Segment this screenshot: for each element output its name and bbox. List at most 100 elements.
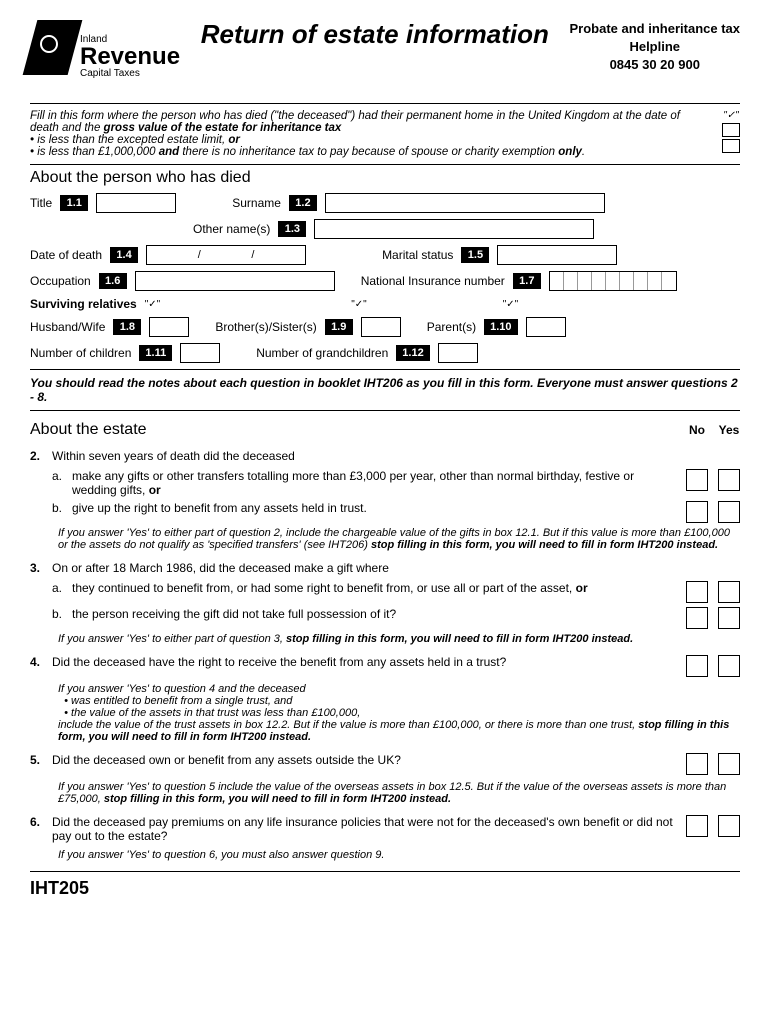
lbl-surviving: Surviving relatives	[30, 297, 137, 311]
note-booklet: You should read the notes about each que…	[30, 376, 740, 404]
page-title: Return of estate information	[195, 20, 554, 49]
intro-b2-bold: and	[159, 146, 179, 158]
intro-b2b: there is no inheritance tax to pay becau…	[179, 146, 558, 158]
q2-text: Within seven years of death did the dece…	[52, 449, 740, 463]
field-occupation[interactable]	[135, 271, 335, 291]
lbl-grandchildren: Number of grandchildren	[256, 346, 388, 360]
q2-note: If you answer 'Yes' to either part of qu…	[58, 527, 740, 551]
q3-note: If you answer 'Yes' to either part of qu…	[58, 633, 740, 645]
tag-1-4: 1.4	[110, 247, 138, 263]
tag-1-12: 1.12	[396, 345, 429, 361]
q2b-letter: b.	[52, 501, 72, 515]
tag-1-10: 1.10	[484, 319, 517, 335]
tick2: "✓"	[351, 299, 366, 310]
intro-block: Fill in this form where the person who h…	[30, 103, 740, 158]
q3b-yes[interactable]	[718, 607, 740, 629]
q6-num: 6.	[30, 815, 52, 829]
q5-no[interactable]	[686, 753, 708, 775]
q3a-no[interactable]	[686, 581, 708, 603]
tag-1-3: 1.3	[278, 221, 306, 237]
lbl-husband: Husband/Wife	[30, 320, 105, 334]
q3b-no[interactable]	[686, 607, 708, 629]
q5-yes[interactable]	[718, 753, 740, 775]
header: Inland Revenue Capital Taxes Return of e…	[30, 20, 740, 93]
q5-note: If you answer 'Yes' to question 5 includ…	[58, 781, 740, 805]
title-text: Return of estate information	[195, 20, 554, 49]
q6-note: If you answer 'Yes' to question 6, you m…	[58, 849, 740, 861]
q2a-yes[interactable]	[718, 469, 740, 491]
field-brothers[interactable]	[361, 317, 401, 337]
q6-yes[interactable]	[718, 815, 740, 837]
field-parents[interactable]	[526, 317, 566, 337]
field-husband[interactable]	[149, 317, 189, 337]
field-children[interactable]	[180, 343, 220, 363]
tick3: "✓"	[503, 299, 518, 310]
lbl-children: Number of children	[30, 346, 131, 360]
check-box-1[interactable]	[722, 123, 740, 137]
tag-1-5: 1.5	[461, 247, 489, 263]
q2a-no[interactable]	[686, 469, 708, 491]
tag-1-1: 1.1	[60, 195, 88, 211]
q5-num: 5.	[30, 753, 52, 767]
q2-num: 2.	[30, 449, 52, 463]
lbl-surname: Surname	[232, 196, 281, 210]
lbl-brothers: Brother(s)/Sister(s)	[215, 320, 316, 334]
q4-num: 4.	[30, 655, 52, 669]
q3-num: 3.	[30, 561, 52, 575]
section2-title: About the estate	[30, 421, 686, 439]
q4-yes[interactable]	[718, 655, 740, 677]
logo-sub: Capital Taxes	[80, 69, 180, 79]
logo-revenue: Revenue	[80, 45, 180, 69]
form-code: IHT205	[30, 878, 740, 899]
field-title[interactable]	[96, 193, 176, 213]
q3a-letter: a.	[52, 581, 72, 595]
q2a-letter: a.	[52, 469, 72, 483]
field-surname[interactable]	[325, 193, 605, 213]
lbl-parents: Parent(s)	[427, 320, 476, 334]
check-box-2[interactable]	[722, 139, 740, 153]
tag-1-6: 1.6	[99, 273, 127, 289]
tag-1-9: 1.9	[325, 319, 353, 335]
intro-b1: is less than the excepted estate limit,	[37, 134, 228, 146]
q2a-bold: or	[149, 483, 161, 497]
lbl-title: Title	[30, 196, 52, 210]
field-other[interactable]	[314, 219, 594, 239]
q5-text: Did the deceased own or benefit from any…	[52, 753, 686, 767]
tag-1-11: 1.11	[139, 345, 172, 361]
lbl-ni: National Insurance number	[361, 274, 505, 288]
logo: Inland Revenue Capital Taxes	[30, 20, 180, 93]
helpline-l3: 0845 30 20 900	[570, 56, 741, 74]
tag-1-2: 1.2	[289, 195, 317, 211]
section1-title: About the person who has died	[30, 169, 740, 187]
q3a-yes[interactable]	[718, 581, 740, 603]
helpline-l1: Probate and inheritance tax	[570, 20, 741, 38]
q6-no[interactable]	[686, 815, 708, 837]
tick-label: "✓"	[722, 110, 740, 121]
q3b-letter: b.	[52, 607, 72, 621]
field-dod[interactable]: //	[146, 245, 306, 265]
field-ni[interactable]	[549, 271, 677, 291]
q3-text: On or after 18 March 1986, did the decea…	[52, 561, 740, 575]
lbl-other: Other name(s)	[193, 222, 270, 236]
q3a-text: they continued to benefit from, or had s…	[72, 581, 576, 595]
tag-1-8: 1.8	[113, 319, 141, 335]
q3a-bold: or	[576, 581, 588, 595]
field-marital[interactable]	[497, 245, 617, 265]
lbl-occupation: Occupation	[30, 274, 91, 288]
field-grandchildren[interactable]	[438, 343, 478, 363]
hdr-no: No	[686, 423, 708, 437]
yn-header: No Yes	[686, 423, 740, 437]
intro-b2a: is less than £1,000,000	[37, 146, 158, 158]
q2b-no[interactable]	[686, 501, 708, 523]
q4-note: If you answer 'Yes' to question 4 and th…	[58, 683, 740, 743]
q2b-text: give up the right to benefit from any as…	[72, 501, 686, 515]
tick1: "✓"	[145, 299, 160, 310]
q3b-text: the person receiving the gift did not ta…	[72, 607, 686, 621]
q2b-yes[interactable]	[718, 501, 740, 523]
q6-text: Did the deceased pay premiums on any lif…	[52, 815, 686, 843]
hdr-yes: Yes	[718, 423, 740, 437]
intro-checkboxes: "✓"	[722, 110, 740, 155]
q4-no[interactable]	[686, 655, 708, 677]
intro-lead-bold: gross value of the estate for inheritanc…	[104, 122, 342, 134]
tag-1-7: 1.7	[513, 273, 541, 289]
